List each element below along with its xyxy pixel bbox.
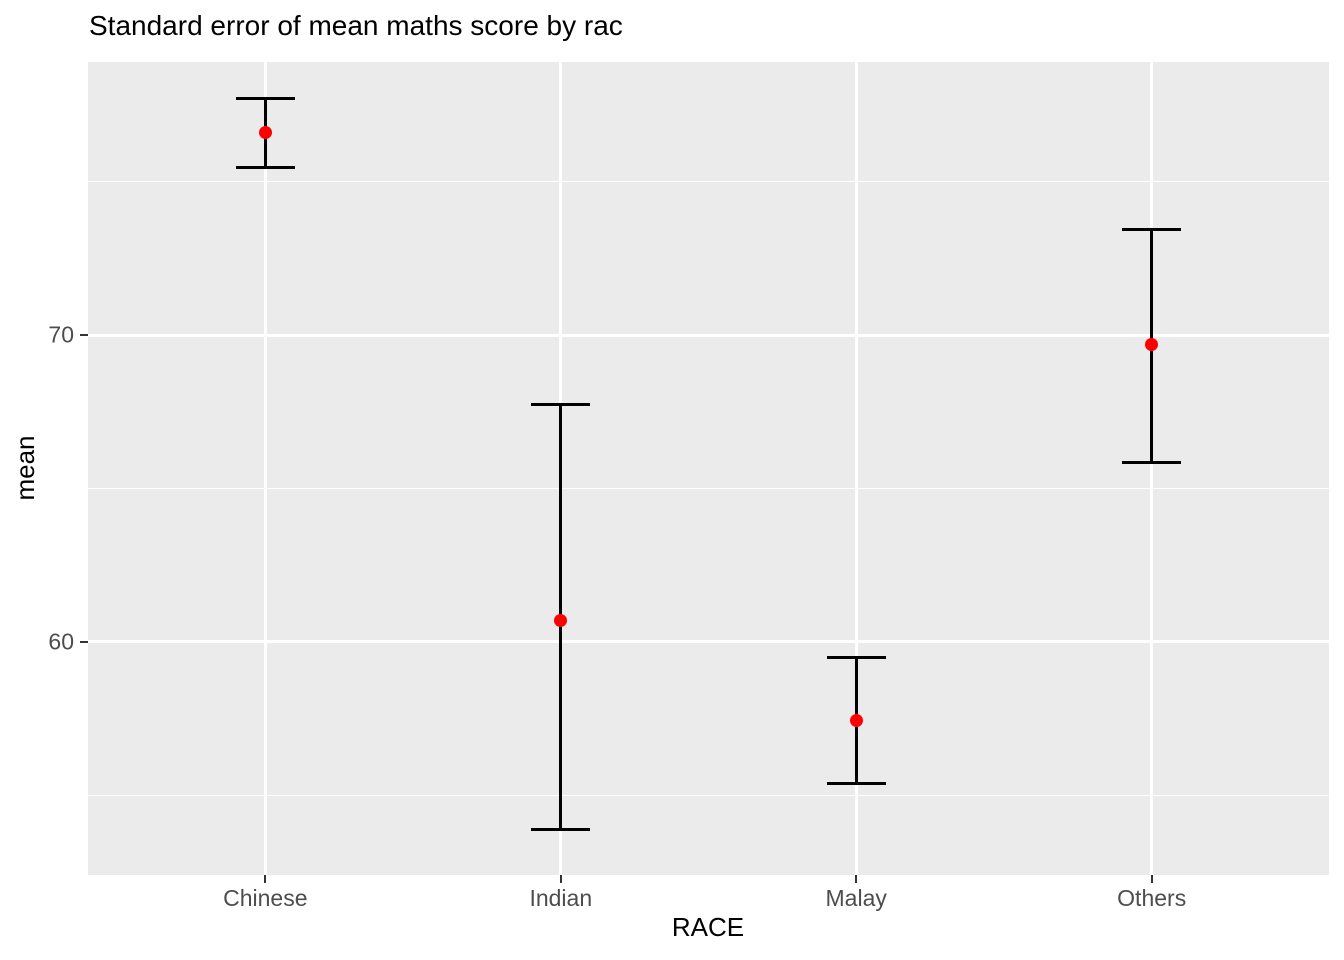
y-tick-label-70: 70	[48, 321, 74, 348]
x-tick-mark-malay	[855, 875, 858, 883]
x-tick-mark-chinese	[264, 875, 267, 883]
x-axis-title: RACE	[671, 912, 745, 942]
x-tick-label-malay: Malay	[825, 885, 887, 911]
errorbar-cap-bottom-malay	[826, 781, 886, 785]
y-tick-mark-70	[80, 334, 88, 336]
errorbar-cap-bottom-indian	[531, 827, 591, 831]
x-tick-mark-others	[1150, 875, 1153, 883]
x-tick-label-others: Others	[1117, 885, 1187, 911]
gridline-major-y-70	[88, 333, 1329, 337]
gridline-minor-y-75	[88, 180, 1329, 183]
x-tick-mark-indian	[559, 875, 562, 883]
plot-panel	[88, 62, 1329, 875]
point-malay	[849, 713, 863, 727]
errorbar-cap-top-others	[1122, 227, 1182, 231]
errorbar-cap-top-chinese	[235, 97, 295, 101]
y-axis-title: mean	[10, 435, 40, 501]
errorbar-cap-top-malay	[826, 655, 886, 659]
gridline-major-x-malay	[854, 62, 858, 875]
y-tick-mark-60	[80, 640, 88, 643]
gridline-minor-y-55	[88, 794, 1329, 796]
point-indian	[554, 613, 568, 627]
gridline-minor-y-65	[88, 487, 1329, 490]
gridline-major-x-others	[1150, 62, 1154, 875]
errorbar-cap-bottom-chinese	[235, 166, 295, 170]
plot-title: Standard error of mean maths score by ra…	[89, 10, 623, 41]
gridline-major-x-chinese	[263, 62, 267, 875]
gridline-major-y-60	[88, 640, 1329, 644]
point-chinese	[258, 126, 272, 140]
x-tick-label-chinese: Chinese	[223, 885, 308, 911]
point-others	[1145, 337, 1159, 351]
x-tick-label-indian: Indian	[529, 885, 593, 911]
errorbar-cap-top-indian	[531, 402, 591, 406]
errorbar-cap-bottom-others	[1122, 460, 1182, 464]
y-tick-label-60: 60	[48, 628, 74, 655]
